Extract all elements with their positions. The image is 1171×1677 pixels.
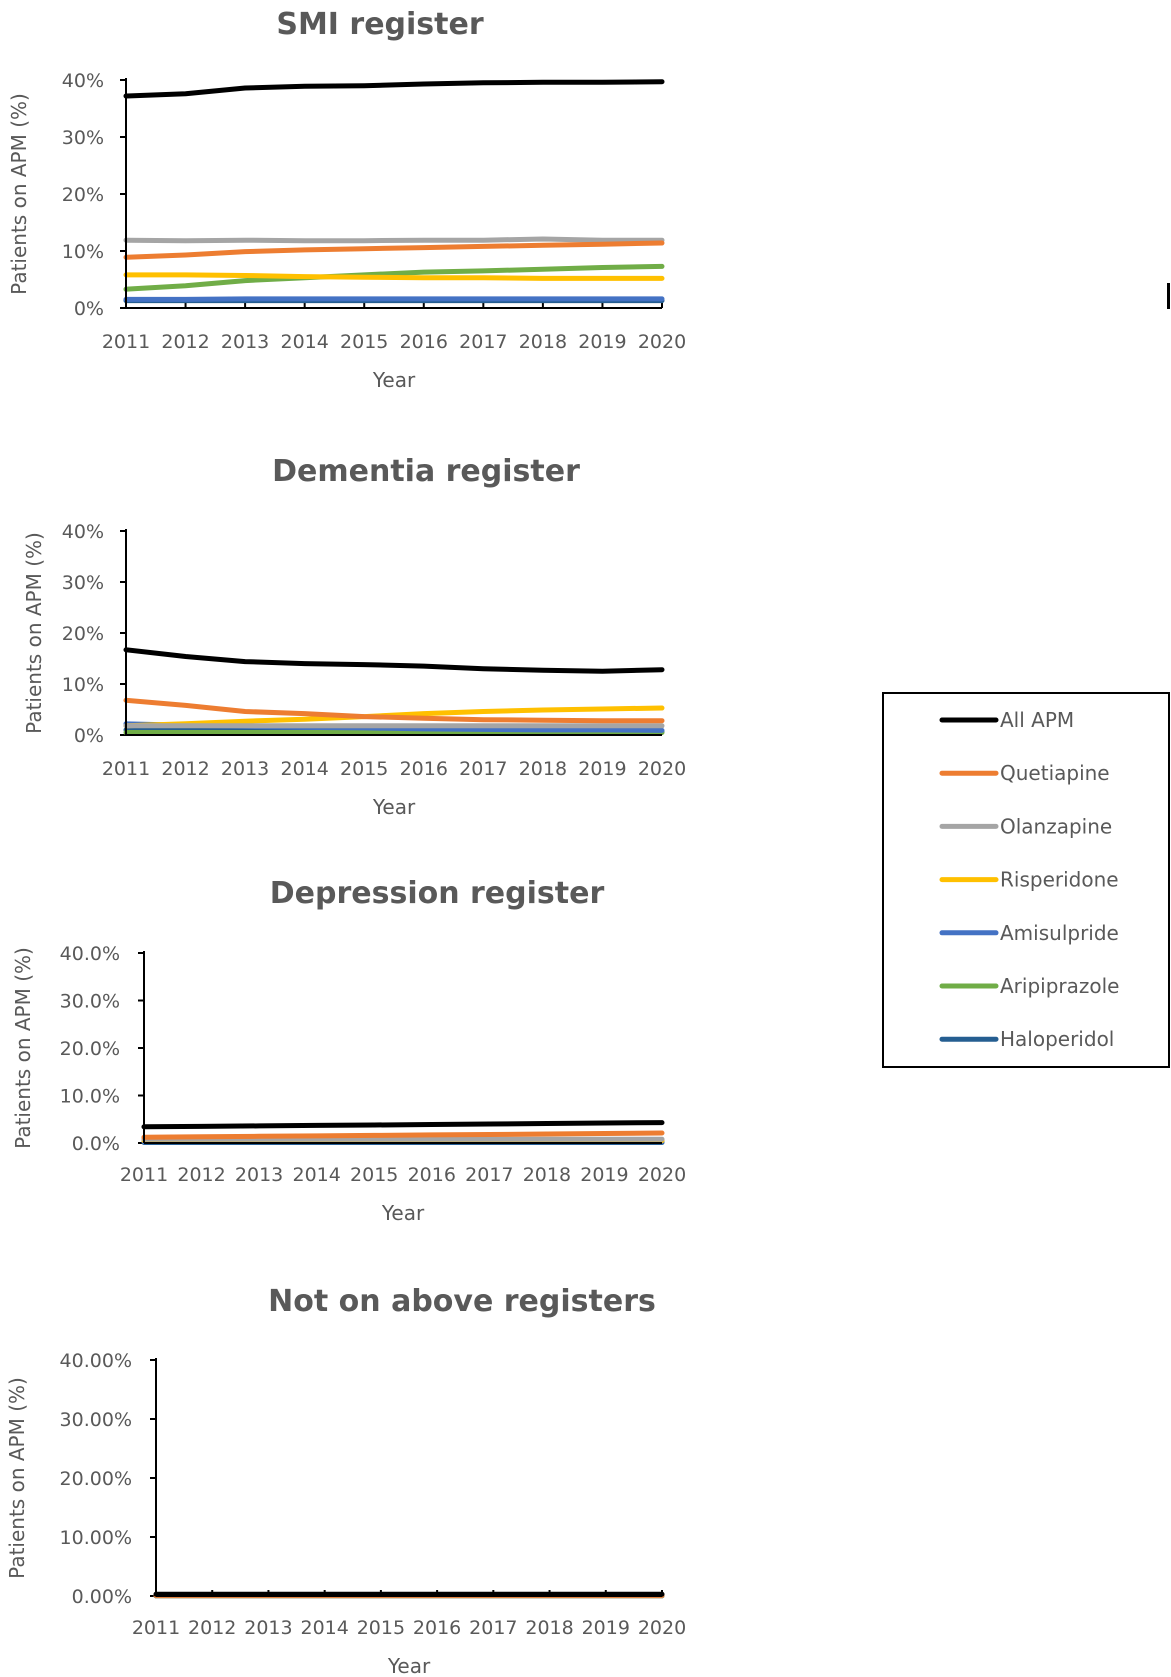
legend-label: Risperidone (1000, 868, 1119, 892)
y-axis-label: Patients on APM (%) (11, 947, 35, 1149)
y-tick-label: 30% (62, 572, 104, 594)
x-tick-label: 2014 (280, 331, 328, 353)
x-tick-label: 2012 (177, 1164, 225, 1186)
x-tick-label: 2012 (188, 1617, 236, 1639)
x-tick-label: 2013 (235, 1164, 283, 1186)
y-tick-label: 0% (74, 725, 104, 747)
x-tick-label: 2015 (357, 1617, 405, 1639)
y-tick-label: 20.00% (60, 1468, 132, 1490)
legend-label: Aripiprazole (1000, 974, 1119, 998)
x-tick-label: 2011 (102, 758, 150, 780)
chart-title: SMI register (276, 7, 484, 42)
chart-panel: Depression register 0.0% 10.0% 20.0% 30.0% 40… (11, 876, 686, 1225)
x-tick-label: 2020 (638, 331, 686, 353)
x-tick-label: 2017 (459, 331, 507, 353)
x-tick-label: 2018 (519, 758, 567, 780)
x-tick-label: 2017 (465, 1164, 513, 1186)
series-line (123, 79, 665, 99)
series-line (141, 1120, 665, 1130)
y-tick-label: 10% (62, 241, 104, 263)
y-tick-label: 10% (62, 674, 104, 696)
edge-mark (1167, 283, 1170, 309)
y-tick-label: 40.0% (60, 943, 120, 965)
x-tick-label: 2012 (161, 331, 209, 353)
series-line (141, 1130, 665, 1140)
x-tick-label: 2016 (408, 1164, 456, 1186)
x-axis-label: Year (372, 368, 416, 392)
x-axis-label: Year (387, 1654, 431, 1677)
y-tick-label: 30.00% (60, 1409, 132, 1431)
x-tick-label: 2016 (413, 1617, 461, 1639)
x-tick-label: 2011 (120, 1164, 168, 1186)
chart-title: Not on above registers (268, 1284, 656, 1319)
y-tick-label: 0% (74, 298, 104, 320)
y-axis-label: Patients on APM (%) (22, 532, 46, 734)
chart-title: Depression register (270, 876, 605, 911)
x-tick-label: 2016 (400, 331, 448, 353)
series-line (123, 236, 665, 244)
x-tick-label: 2019 (578, 758, 626, 780)
series-line (123, 296, 665, 302)
y-axis-label: Patients on APM (%) (5, 1377, 29, 1579)
y-tick-label: 20% (62, 184, 104, 206)
x-tick-label: 2019 (582, 1617, 630, 1639)
x-tick-label: 2019 (580, 1164, 628, 1186)
x-tick-label: 2020 (638, 758, 686, 780)
x-tick-label: 2014 (300, 1617, 348, 1639)
x-tick-label: 2014 (292, 1164, 340, 1186)
y-tick-label: 20% (62, 623, 104, 645)
x-tick-label: 2015 (340, 331, 388, 353)
legend-label: Amisulpride (1000, 921, 1119, 945)
x-tick-label: 2017 (459, 758, 507, 780)
chart-panel: SMI register 0% 10% 20% 30% 40% 2011 2012 2013 20… (7, 7, 686, 392)
x-tick-label: 2013 (244, 1617, 292, 1639)
legend-label: Haloperidol (1000, 1027, 1114, 1051)
x-axis-label: Year (381, 1201, 425, 1225)
y-tick-label: 40% (62, 521, 104, 543)
series-line (123, 647, 665, 674)
x-tick-label: 2018 (523, 1164, 571, 1186)
legend-label: All APM (1000, 708, 1074, 732)
series-line (123, 240, 665, 260)
x-tick-label: 2012 (161, 758, 209, 780)
legend: All APM Quetiapine Olanzapine Risperidone Am… (882, 692, 1170, 1068)
y-tick-label: 40.00% (60, 1350, 132, 1372)
x-tick-label: 2013 (221, 331, 269, 353)
x-tick-label: 2015 (340, 758, 388, 780)
series-line (123, 263, 665, 292)
y-axis-label: Patients on APM (%) (7, 93, 31, 295)
x-tick-label: 2018 (525, 1617, 573, 1639)
x-tick-label: 2011 (132, 1617, 180, 1639)
y-tick-label: 10.00% (60, 1527, 132, 1549)
y-tick-label: 10.0% (60, 1086, 120, 1108)
series-line (123, 697, 665, 724)
x-tick-label: 2017 (469, 1617, 517, 1639)
y-tick-label: 30% (62, 127, 104, 149)
y-tick-label: 40% (62, 70, 104, 92)
x-tick-label: 2016 (400, 758, 448, 780)
x-tick-label: 2020 (638, 1164, 686, 1186)
series-line (123, 272, 665, 281)
legend-label: Olanzapine (1000, 814, 1112, 838)
x-tick-label: 2013 (221, 758, 269, 780)
x-tick-label: 2018 (519, 331, 567, 353)
y-tick-label: 0.00% (72, 1586, 132, 1608)
y-tick-label: 20.0% (60, 1038, 120, 1060)
chart-panel: Not on above registers 0.00% 10.00% 20.00% 3… (5, 1284, 686, 1677)
chart-panel: Dementia register 0% 10% 20% 30% 40% 2011 2012 2… (22, 454, 686, 819)
x-tick-label: 2014 (280, 758, 328, 780)
y-tick-label: 0.0% (72, 1133, 120, 1155)
x-tick-label: 2020 (638, 1617, 686, 1639)
x-tick-label: 2011 (102, 331, 150, 353)
legend-box (882, 692, 1170, 1068)
x-axis-label: Year (372, 795, 416, 819)
chart-title: Dementia register (272, 454, 580, 489)
x-tick-label: 2015 (350, 1164, 398, 1186)
y-tick-label: 30.0% (60, 991, 120, 1013)
legend-label: Quetiapine (1000, 761, 1110, 785)
x-tick-label: 2019 (578, 331, 626, 353)
